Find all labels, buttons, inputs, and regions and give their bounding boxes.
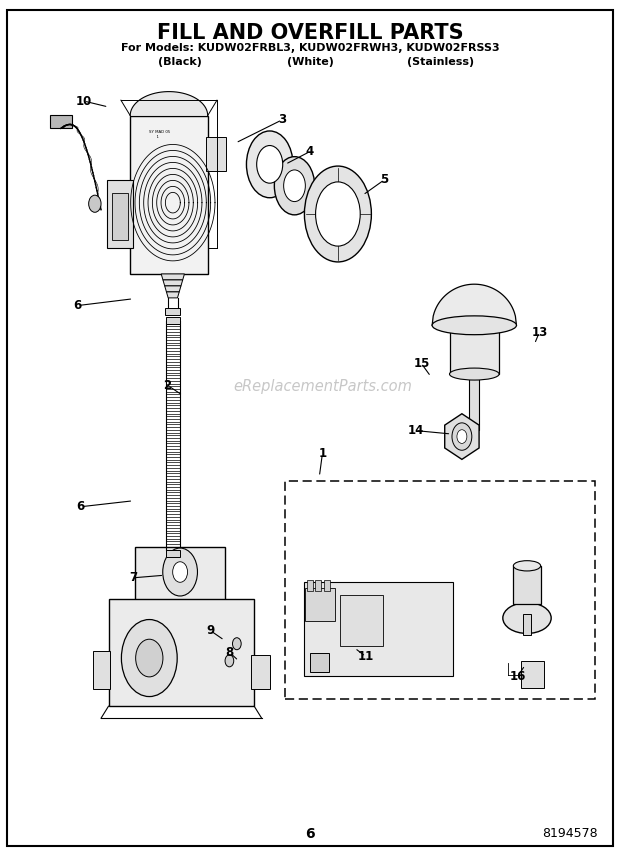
Circle shape — [136, 639, 163, 677]
Text: 7: 7 — [129, 571, 138, 585]
Bar — [307, 580, 313, 591]
Bar — [251, 655, 270, 689]
Ellipse shape — [275, 157, 314, 215]
Ellipse shape — [257, 146, 283, 183]
Text: (White): (White) — [286, 57, 334, 68]
Text: For Models: KUDW02FRBL3, KUDW02FRWH3, KUDW02FRSS3: For Models: KUDW02FRBL3, KUDW02FRWH3, KU… — [121, 43, 499, 53]
Bar — [107, 180, 133, 248]
Ellipse shape — [450, 368, 499, 380]
Text: FILL AND OVERFILL PARTS: FILL AND OVERFILL PARTS — [157, 22, 463, 43]
Circle shape — [225, 655, 234, 667]
Ellipse shape — [513, 561, 541, 571]
Text: 16: 16 — [510, 669, 526, 683]
Text: SY MAD 05
      1: SY MAD 05 1 — [149, 130, 170, 139]
Circle shape — [89, 195, 101, 212]
Polygon shape — [166, 292, 179, 298]
Polygon shape — [163, 280, 183, 286]
Polygon shape — [161, 274, 185, 280]
Bar — [450, 323, 499, 374]
Circle shape — [162, 548, 197, 596]
Bar — [93, 651, 110, 689]
Bar — [108, 599, 254, 706]
Bar — [304, 582, 453, 676]
Bar — [523, 614, 531, 635]
Bar — [50, 115, 72, 128]
Text: 3: 3 — [278, 113, 286, 127]
Text: 14: 14 — [407, 424, 423, 437]
Bar — [166, 308, 180, 315]
Circle shape — [232, 638, 241, 650]
Bar — [285, 481, 595, 699]
Text: 15: 15 — [414, 357, 430, 371]
Bar — [135, 547, 225, 603]
Ellipse shape — [246, 131, 293, 198]
Text: 6: 6 — [76, 500, 85, 514]
Text: 1: 1 — [318, 447, 327, 461]
Ellipse shape — [304, 166, 371, 262]
Text: 13: 13 — [531, 325, 547, 339]
Bar — [310, 653, 329, 672]
Bar — [340, 595, 383, 646]
Bar — [130, 116, 208, 274]
Circle shape — [457, 430, 467, 443]
Text: 6: 6 — [73, 299, 82, 312]
Text: 5: 5 — [380, 173, 389, 187]
Ellipse shape — [503, 603, 551, 633]
Bar — [324, 580, 330, 591]
Text: (Black): (Black) — [158, 57, 202, 68]
Ellipse shape — [283, 169, 306, 202]
Text: 11: 11 — [358, 650, 374, 663]
Bar — [469, 372, 479, 430]
Text: 10: 10 — [76, 94, 92, 108]
Ellipse shape — [316, 182, 360, 247]
Text: 2: 2 — [163, 378, 172, 392]
Text: 6: 6 — [305, 827, 315, 841]
Text: 8194578: 8194578 — [542, 827, 598, 841]
Polygon shape — [165, 286, 181, 292]
Bar — [206, 137, 226, 171]
Circle shape — [122, 620, 177, 697]
Bar — [521, 661, 544, 688]
Bar — [305, 588, 335, 621]
Bar — [315, 580, 321, 591]
Bar — [112, 193, 128, 240]
Text: 8: 8 — [225, 645, 234, 659]
Bar — [166, 550, 180, 557]
Circle shape — [172, 562, 187, 582]
Bar — [166, 317, 180, 324]
Polygon shape — [445, 413, 479, 460]
Bar — [513, 566, 541, 604]
Text: eReplacementParts.com: eReplacementParts.com — [233, 379, 412, 395]
Text: (Stainless): (Stainless) — [407, 57, 474, 68]
Text: 9: 9 — [206, 624, 215, 638]
Circle shape — [452, 423, 472, 450]
Ellipse shape — [432, 316, 516, 335]
Text: 4: 4 — [306, 145, 314, 158]
